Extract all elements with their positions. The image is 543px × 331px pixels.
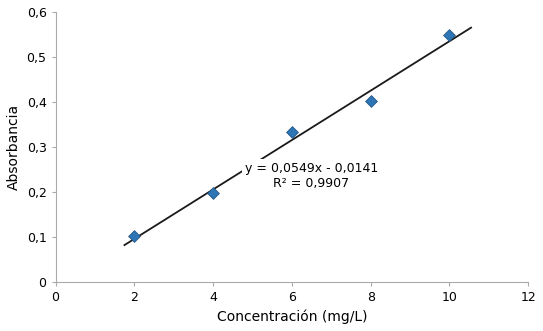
Point — [209, 191, 217, 196]
Point — [367, 98, 375, 103]
Point — [287, 129, 296, 135]
Point — [445, 32, 454, 37]
X-axis label: Concentración (mg/L): Concentración (mg/L) — [217, 309, 367, 324]
Text: y = 0,0549x - 0,0141
R² = 0,9907: y = 0,0549x - 0,0141 R² = 0,9907 — [245, 162, 378, 190]
Point — [130, 233, 138, 238]
Y-axis label: Absorbancia: Absorbancia — [7, 104, 21, 190]
